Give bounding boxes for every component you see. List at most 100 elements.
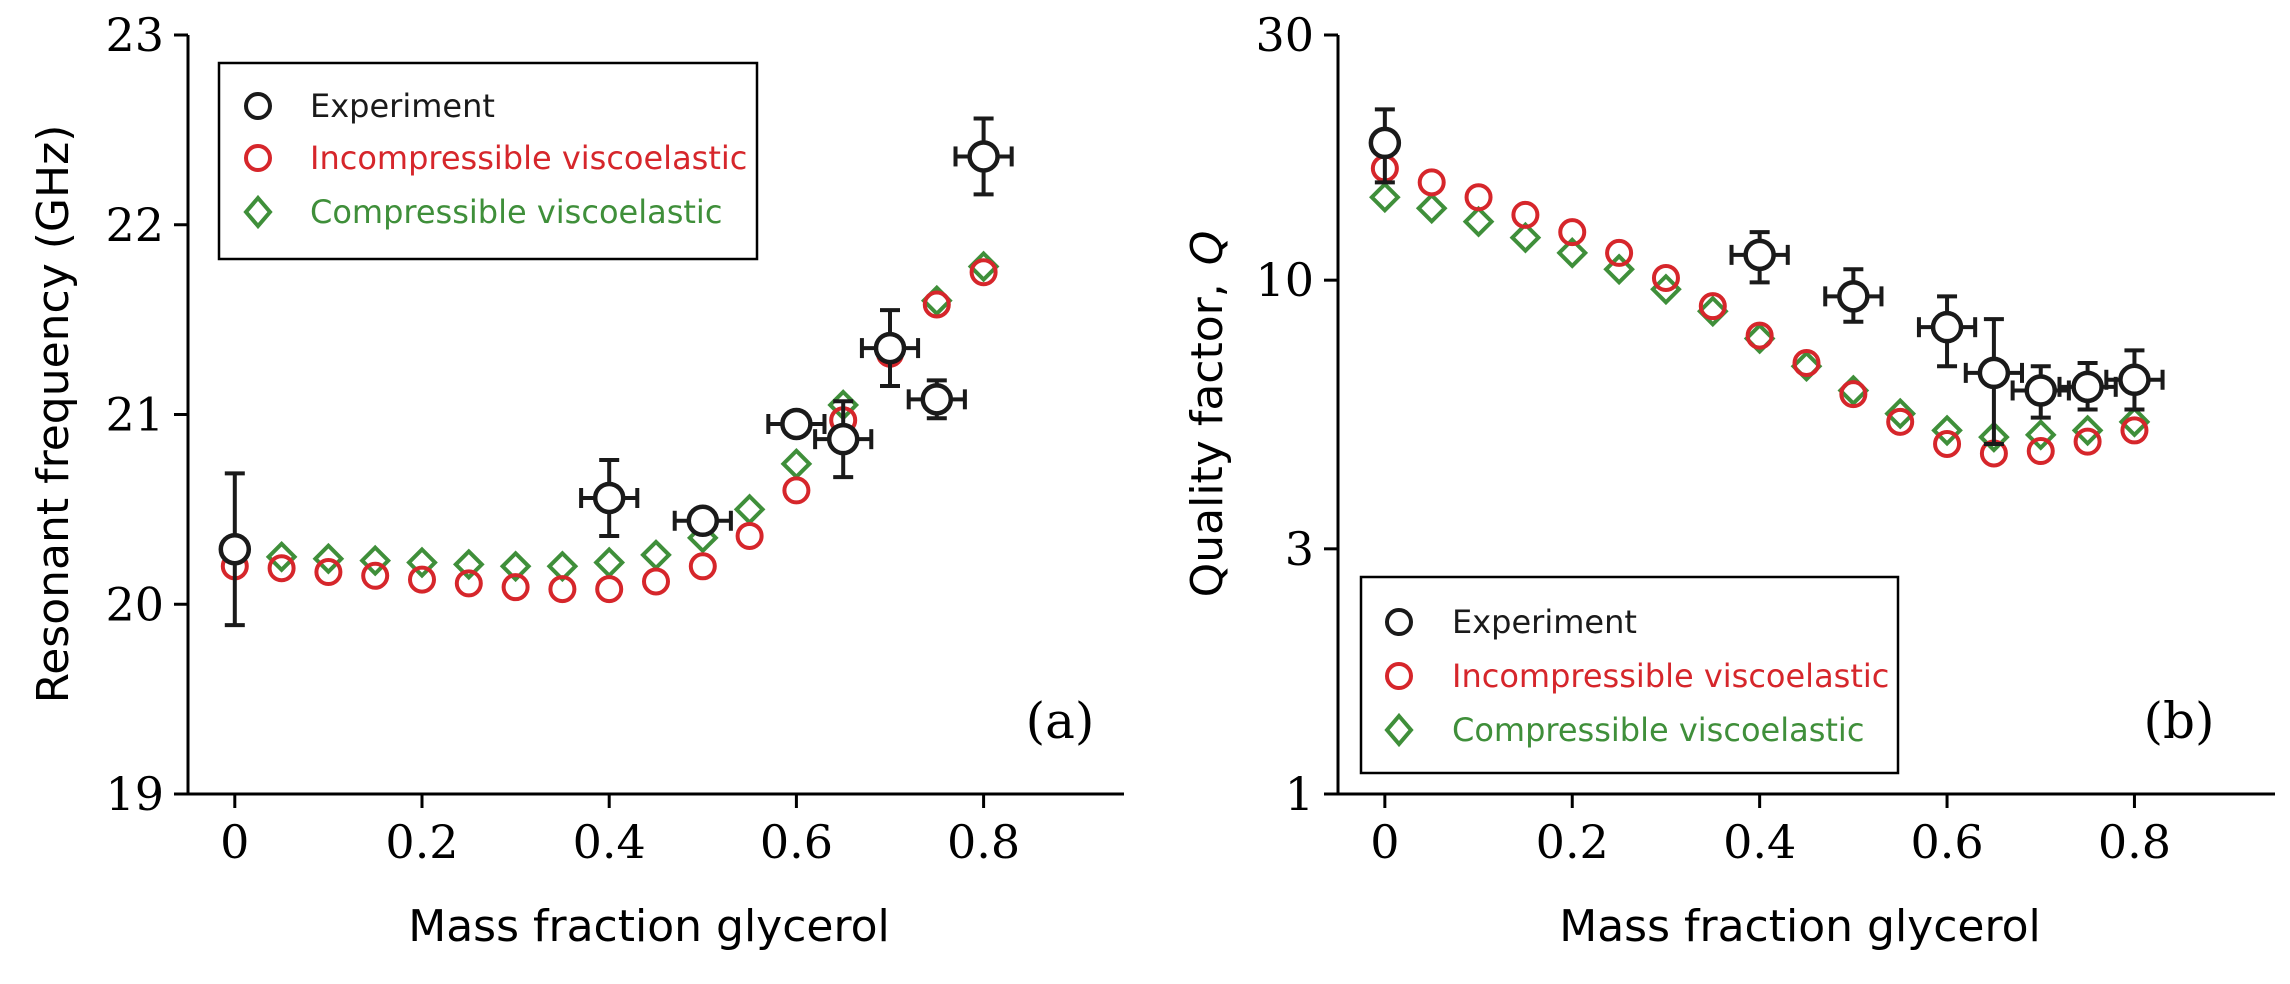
a-experiment-marker	[967, 140, 1000, 173]
b-compressible-viscoelastic-marker	[2024, 419, 2057, 451]
a-compressible-viscoelastic-marker	[733, 493, 766, 526]
b-compressible-viscoelastic-marker	[1884, 397, 1917, 430]
b-y-tick-label: 10	[1255, 253, 1314, 307]
b-incompressible-viscoelastic-marker	[1745, 321, 1774, 350]
panel-a-ticks: 0 0.2 0.4 0.6 0.8 19 20 21 22 23	[105, 8, 1020, 869]
panel-a-tag: (a)	[1026, 692, 1095, 750]
a-y-tick-label: 22	[105, 198, 164, 252]
panel-a-x-axis-label: Mass fraction glycerol	[408, 901, 890, 952]
b-compressible-viscoelastic-marker	[1790, 350, 1823, 383]
a-compressible-viscoelastic-marker	[312, 542, 345, 575]
b-x-tick-label: 0	[1370, 815, 1399, 869]
legend-b-compressible-label: Compressible viscoelastic	[1452, 711, 1864, 749]
b-incompressible-viscoelastic-marker	[2073, 427, 2102, 456]
b-incompressible-viscoelastic-marker	[1464, 183, 1493, 212]
a-y-tick-label: 19	[105, 767, 164, 821]
legend-incompressible-marker	[244, 144, 272, 172]
b-experiment-marker	[1743, 238, 1776, 272]
legend-compressible-label: Compressible viscoelastic	[310, 193, 722, 231]
b-experiment-marker	[1977, 356, 2011, 390]
a-compressible-viscoelastic-marker	[265, 540, 298, 573]
b-compressible-viscoelastic-marker	[1415, 192, 1448, 225]
b-experiment-marker	[2118, 363, 2151, 397]
panel-b-ticks: 0 0.2 0.4 0.6 0.8 1 3 10 30	[1255, 8, 2171, 869]
a-experiment-point	[766, 407, 827, 441]
b-incompressible-viscoelastic-marker	[1605, 238, 1634, 267]
b-experiment-marker	[1837, 280, 1870, 313]
a-experiment-marker	[826, 422, 860, 456]
a-x-tick-label: 0.6	[760, 815, 833, 869]
a-incompressible-viscoelastic-marker	[782, 476, 811, 505]
b-y-tick-label: 1	[1285, 767, 1314, 821]
panel-b-legend-box	[1359, 575, 1900, 775]
b-compressible-viscoelastic-marker	[1978, 421, 2010, 453]
a-incompressible-viscoelastic-marker	[408, 565, 436, 594]
a-y-tick-label: 21	[105, 388, 164, 442]
a-x-tick-label: 0.2	[385, 815, 458, 869]
panel-b-y-axis-label-symbol: Q	[1182, 231, 1233, 266]
panel-b-y-axis-label-text: Quality factor,	[1182, 283, 1233, 597]
panel-b-marks	[1368, 107, 2165, 468]
panel-b-x-axis-label: Mass fraction glycerol	[1559, 901, 2041, 952]
b-x-tick-label: 0.8	[2098, 815, 2171, 869]
b-incompressible-viscoelastic-marker	[2120, 416, 2149, 445]
a-x-tick-label: 0.8	[947, 815, 1020, 869]
b-x-tick-label: 0.2	[1536, 815, 1609, 869]
b-experiment-point	[1963, 317, 2025, 446]
a-experiment-point	[218, 471, 252, 628]
panel-a-legend: Experiment Incompressible viscoelastic C…	[217, 61, 759, 261]
panel-b-tag: (b)	[2143, 692, 2214, 750]
a-incompressible-viscoelastic-marker	[361, 561, 390, 590]
a-experiment-point	[953, 116, 1014, 197]
b-incompressible-viscoelastic-marker	[1417, 168, 1446, 197]
a-compressible-viscoelastic-marker	[593, 546, 626, 579]
b-x-tick-label: 0.4	[1723, 815, 1796, 869]
b-experiment-point	[2104, 348, 2165, 412]
a-compressible-viscoelastic-marker	[499, 550, 532, 583]
a-incompressible-viscoelastic-marker	[548, 575, 577, 604]
b-experiment-marker	[1368, 126, 1402, 160]
b-incompressible-viscoelastic-marker	[1511, 200, 1540, 229]
b-incompressible-viscoelastic-marker	[1651, 263, 1680, 292]
legend-b-experiment-label: Experiment	[1452, 603, 1637, 641]
b-compressible-viscoelastic-marker	[2118, 406, 2151, 438]
a-experiment-marker	[686, 504, 720, 538]
b-experiment-point	[1823, 267, 1884, 324]
a-compressible-viscoelastic-marker	[546, 550, 579, 583]
legend-compressible-marker	[243, 194, 273, 230]
b-experiment-point	[1368, 107, 1402, 185]
a-incompressible-viscoelastic-marker	[501, 573, 530, 602]
a-incompressible-viscoelastic-marker	[735, 521, 764, 550]
a-compressible-viscoelastic-marker	[359, 544, 392, 577]
a-incompressible-viscoelastic-marker	[267, 554, 296, 583]
a-incompressible-viscoelastic-marker	[922, 290, 951, 319]
panel-a-y-axis-label: Resonant frequency (GHz)	[28, 125, 79, 704]
panel-a-legend-box	[217, 61, 759, 261]
legend-b-experiment-marker	[1385, 608, 1413, 636]
b-incompressible-viscoelastic-marker	[2026, 437, 2055, 466]
b-compressible-viscoelastic-marker	[1462, 205, 1495, 238]
b-compressible-viscoelastic-marker	[1603, 253, 1635, 286]
b-y-tick-label: 3	[1285, 522, 1314, 576]
b-incompressible-viscoelastic-marker	[1839, 380, 1868, 409]
a-x-tick-label: 0.4	[573, 815, 646, 869]
b-compressible-viscoelastic-marker	[1743, 322, 1776, 355]
a-experiment-point	[813, 399, 874, 480]
legend-b-incompressible-marker	[1385, 662, 1413, 690]
b-experiment-point	[1729, 230, 1790, 285]
a-y-tick-label: 20	[105, 577, 164, 631]
a-incompressible-viscoelastic-marker	[969, 258, 998, 287]
panel-a-marks	[218, 116, 1014, 628]
a-incompressible-viscoelastic-marker	[314, 557, 343, 586]
a-experiment-point	[672, 504, 733, 538]
a-experiment-marker	[920, 383, 954, 416]
a-compressible-viscoelastic-marker	[452, 548, 485, 581]
b-experiment-marker	[1930, 310, 1964, 344]
b-incompressible-viscoelastic-marker	[1558, 218, 1587, 247]
b-experiment-point	[1916, 294, 1978, 369]
a-incompressible-viscoelastic-marker	[595, 575, 624, 604]
b-experiment-point	[2010, 364, 2071, 420]
panel-b-legend: Experiment Incompressible viscoelastic C…	[1359, 575, 1900, 775]
b-incompressible-viscoelastic-marker	[1792, 348, 1821, 377]
